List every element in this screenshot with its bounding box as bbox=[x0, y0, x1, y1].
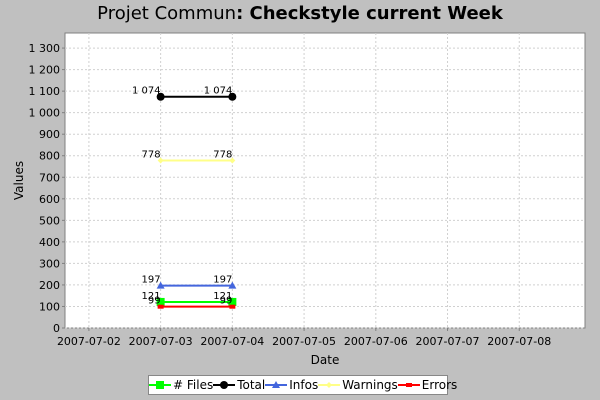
data-point-total bbox=[228, 92, 237, 101]
y-tick-label: 1 200 bbox=[29, 64, 61, 77]
y-tick-label: 500 bbox=[39, 214, 60, 227]
y-tick-label: 200 bbox=[39, 279, 60, 292]
y-tick-label: 0 bbox=[53, 322, 60, 335]
data-label-warnings: 778 bbox=[213, 149, 232, 160]
y-tick-label: 1 300 bbox=[29, 42, 61, 55]
data-point-warnings bbox=[157, 157, 164, 164]
data-label-infos: 197 bbox=[213, 275, 232, 286]
legend-item-warnings: Warnings bbox=[318, 378, 398, 392]
legend-swatch-errors bbox=[397, 383, 420, 387]
y-tick-label: 1 000 bbox=[29, 107, 61, 120]
y-tick-label: 100 bbox=[39, 300, 60, 313]
y-tick-label: 800 bbox=[39, 150, 60, 163]
y-tick-label: 300 bbox=[39, 257, 60, 270]
chart-title-subject: : Checkstyle current Week bbox=[236, 3, 503, 24]
y-tick-label: 700 bbox=[39, 171, 60, 184]
legend-label-warnings: Warnings bbox=[342, 378, 398, 392]
legend-item-errors: Errors bbox=[397, 378, 458, 392]
x-tick-label: 2007-07-03 bbox=[129, 335, 193, 348]
data-label-errors: 99 bbox=[148, 296, 161, 307]
data-point-warnings bbox=[229, 157, 236, 164]
data-label-errors: 99 bbox=[220, 296, 233, 307]
x-tick-label: 2007-07-07 bbox=[416, 335, 480, 348]
legend-label-total: Total bbox=[237, 378, 266, 392]
data-point-files bbox=[156, 297, 165, 306]
legend-swatch-files bbox=[149, 381, 171, 389]
data-label-files: 121 bbox=[142, 291, 161, 302]
data-point-infos bbox=[156, 281, 165, 289]
x-axis-label: Date bbox=[311, 353, 340, 367]
legend-item-files: # Files bbox=[149, 378, 213, 392]
data-point-errors bbox=[157, 304, 164, 309]
legend-label-files: # Files bbox=[173, 378, 214, 392]
data-label-infos: 197 bbox=[142, 275, 161, 286]
data-point-errors bbox=[229, 304, 236, 309]
legend-label-infos: Infos bbox=[289, 378, 319, 392]
data-point-infos bbox=[228, 281, 237, 289]
x-tick-label: 2007-07-04 bbox=[200, 335, 264, 348]
legend-item-infos: Infos bbox=[265, 378, 318, 392]
y-axis-label: Values bbox=[12, 161, 26, 200]
legend-swatch-warnings bbox=[318, 382, 341, 388]
y-tick-label: 1 100 bbox=[29, 85, 61, 98]
x-tick-label: 2007-07-06 bbox=[344, 335, 408, 348]
legend-swatch-total bbox=[213, 381, 236, 389]
legend-item-total: Total bbox=[213, 378, 265, 392]
x-tick-label: 2007-07-08 bbox=[487, 335, 551, 348]
data-label-files: 121 bbox=[213, 291, 232, 302]
legend-swatch-infos bbox=[265, 381, 288, 388]
data-label-total: 1 074 bbox=[132, 86, 161, 97]
data-label-total: 1 074 bbox=[204, 86, 233, 97]
x-tick-label: 2007-07-05 bbox=[272, 335, 336, 348]
data-point-files bbox=[228, 297, 237, 306]
chart-legend: # Files Total Infos Warnings Errors bbox=[148, 375, 457, 395]
y-tick-label: 900 bbox=[39, 128, 60, 141]
data-label-warnings: 778 bbox=[142, 149, 161, 160]
x-tick-label: 2007-07-02 bbox=[57, 335, 121, 348]
y-tick-label: 400 bbox=[39, 236, 60, 249]
chart-title: Projet Commun: Checkstyle current Week bbox=[0, 3, 600, 24]
chart-title-project: Projet Commun bbox=[97, 3, 237, 24]
y-tick-label: 600 bbox=[39, 193, 60, 206]
plot-area bbox=[64, 32, 586, 329]
data-point-total bbox=[156, 92, 165, 101]
legend-label-errors: Errors bbox=[421, 378, 458, 392]
